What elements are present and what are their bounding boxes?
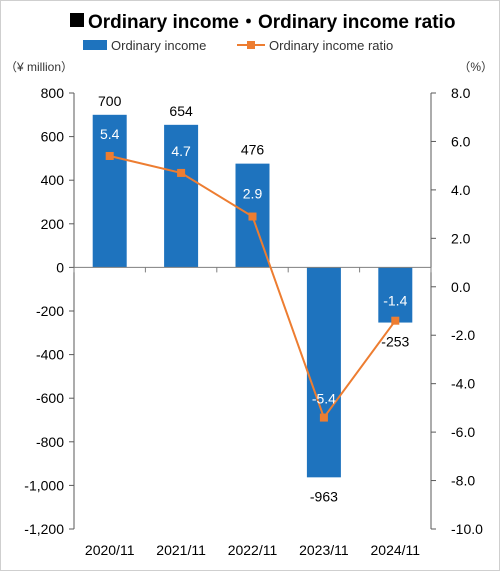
bar-value-label: -963 [310,488,338,504]
bar-2023-11 [306,267,341,478]
x-axis: 2020/11 2021/11 2022/11 2023/11 2024/11 [85,542,420,558]
right-axis-tick-label: 4.0 [451,182,471,198]
right-axis-tick-label: 6.0 [451,133,471,149]
legend-label-ordinary-income: Ordinary income [111,38,206,53]
ratio-point-2020-11 [105,151,114,160]
ratio-value-label: 4.7 [171,143,191,159]
zero-baseline [73,266,432,273]
ratio-value-label: 2.9 [243,186,263,202]
bar-2021-11 [164,124,199,268]
left-axis-tick-label: -400 [36,347,64,363]
x-axis-label: 2023/11 [299,542,349,558]
x-axis-label: 2022/11 [228,542,278,558]
bar-series-ordinary-income [92,114,413,478]
line-data-labels: 5.4 4.7 2.9 -5.4 -1.4 [100,126,408,407]
right-axis-unit: （%） [458,60,493,74]
right-axis-tick-label: 0.0 [451,279,471,295]
left-axis-tick-label: 800 [41,85,65,101]
left-axis-tick-label: 400 [41,172,65,188]
bar-2024-11 [378,267,413,323]
right-axis: 8.0 6.0 4.0 2.0 0.0 -2.0 -4.0 -6.0 -8.0 -10.0 [430,85,483,537]
x-axis-label: 2024/11 [371,542,421,558]
chart-title: Ordinary income・Ordinary income ratio [88,12,455,33]
legend-label-ordinary-income-ratio: Ordinary income ratio [269,38,393,53]
right-axis-tick-label: -8.0 [451,473,475,489]
left-axis: 800 600 400 200 0 -200 -400 -600 -800 -1,000 -1,20… [24,85,75,537]
line-series-ordinary-income-ratio [105,151,400,422]
ratio-point-2021-11 [177,168,186,177]
ratio-point-2022-11 [248,212,257,221]
legend: Ordinary income Ordinary income ratio [83,38,393,53]
left-axis-tick-label: -1,200 [24,521,64,537]
left-axis-tick-label: -200 [36,303,64,319]
bar-value-label: -253 [381,334,409,350]
ratio-value-label: -5.4 [312,391,336,407]
left-axis-tick-label: -600 [36,390,64,406]
left-axis-tick-label: -800 [36,434,64,450]
right-axis-tick-label: -4.0 [451,376,475,392]
right-axis-tick-label: -2.0 [451,327,475,343]
legend-marker-ordinary-income-ratio [247,41,255,49]
bar-value-label: 700 [98,93,122,109]
legend-swatch-ordinary-income [83,40,107,50]
title-square-marker [70,13,84,27]
bar-data-labels: 700 654 476 -963 -253 [98,93,409,505]
bar-2020-11 [92,114,127,268]
left-axis-tick-label: 0 [56,259,64,275]
ratio-point-2024-11 [391,316,400,325]
right-axis-tick-label: 2.0 [451,230,471,246]
left-axis-tick-label: 600 [41,129,65,145]
right-axis-tick-label: -10.0 [451,521,483,537]
bar-value-label: 476 [241,142,265,158]
ratio-point-2023-11 [319,413,328,422]
ratio-value-label: 5.4 [100,126,120,142]
bar-value-label: 654 [169,103,193,119]
left-axis-tick-label: 200 [41,216,65,232]
left-axis-unit: （¥ million） [5,60,73,74]
right-axis-tick-label: -6.0 [451,424,475,440]
ratio-value-label: -1.4 [383,293,407,309]
x-axis-label: 2020/11 [85,542,135,558]
x-axis-label: 2021/11 [156,542,206,558]
left-axis-tick-label: -1,000 [24,477,64,493]
right-axis-tick-label: 8.0 [451,85,471,101]
